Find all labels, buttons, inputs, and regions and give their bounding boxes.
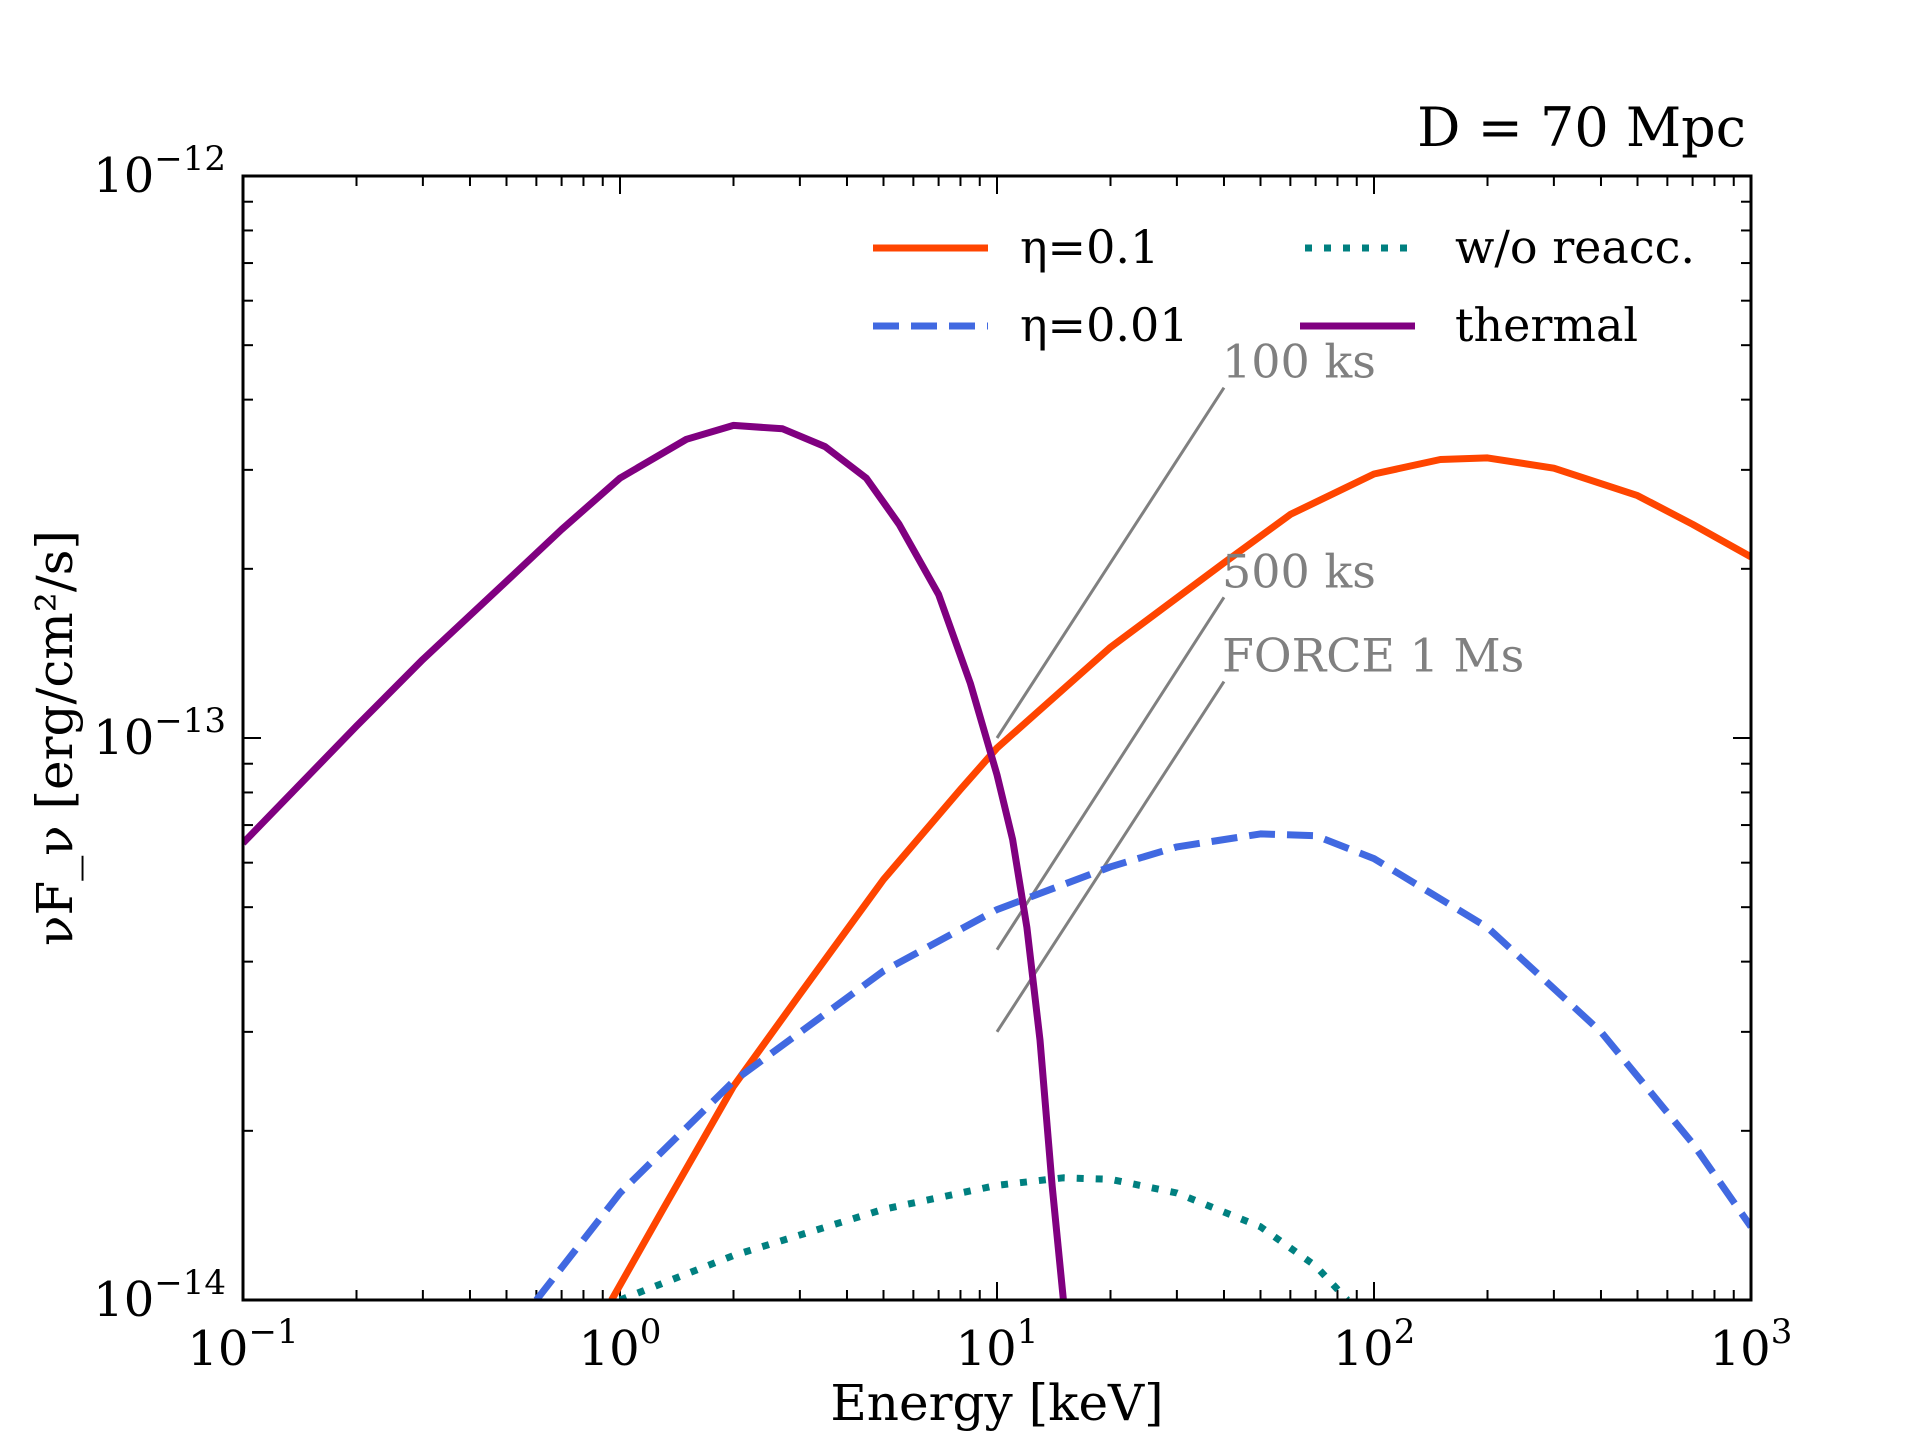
y-axis-label: νF_ν [erg/cm²/s] — [26, 530, 84, 946]
annotation-labels: 100 ks 500 ks FORCE 1 Ms — [1222, 335, 1524, 683]
x-tick-label: 103 — [1710, 1312, 1793, 1377]
sensitivity-label: 100 ks — [1222, 335, 1376, 389]
y-tick-label: 10−13 — [93, 701, 226, 766]
series-line-thermal — [243, 421, 1067, 1300]
minor-ticks — [243, 176, 1751, 1300]
sensitivity-label: 500 ks — [1222, 544, 1376, 598]
plot-frame — [241, 174, 1753, 1302]
series-line--0-1 — [608, 454, 1751, 1300]
tick-labels: 10−1 100 101 102 103 10−14 10−13 10−12 — [93, 139, 1792, 1377]
sensitivity-line — [995, 386, 1226, 739]
legend-label-eta-0-01: η=0.01 — [1020, 298, 1189, 352]
series-layer — [243, 421, 1751, 1300]
legend-label-thermal: thermal — [1455, 298, 1638, 352]
y-tick-label: 10−12 — [93, 139, 226, 204]
sensitivity-label: FORCE 1 Ms — [1222, 629, 1524, 683]
sensitivity-line — [995, 596, 1226, 951]
y-tick-label: 10−14 — [93, 1263, 226, 1328]
legend: η=0.1 η=0.01 w/o reacc. thermal — [873, 220, 1695, 352]
x-axis-label: Energy [keV] — [830, 1374, 1163, 1432]
x-tick-label: 10−1 — [187, 1312, 298, 1377]
series-line--0-01 — [533, 830, 1751, 1300]
legend-label-eta-0-1: η=0.1 — [1020, 220, 1159, 274]
x-tick-label: 100 — [579, 1312, 662, 1377]
legend-label-wo-reacc: w/o reacc. — [1455, 220, 1695, 274]
x-tick-label: 102 — [1333, 1312, 1416, 1377]
chart-title: D = 70 Mpc — [1417, 96, 1746, 159]
x-tick-label: 101 — [956, 1312, 1039, 1377]
